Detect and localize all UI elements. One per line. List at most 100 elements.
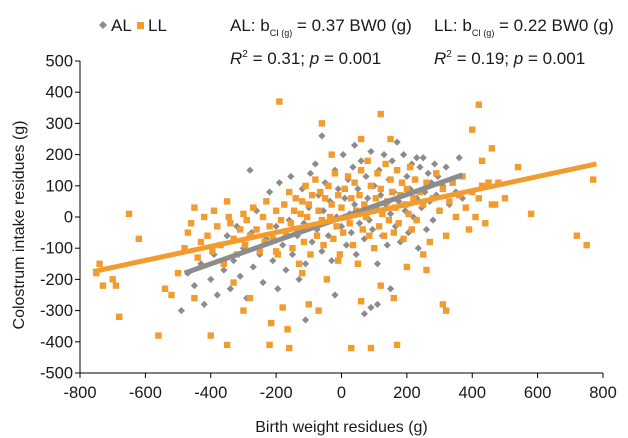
- al-point: [393, 138, 401, 146]
- al-point: [207, 275, 215, 283]
- al-point: [295, 275, 303, 283]
- ll-point: [191, 204, 198, 211]
- y-tick-label: 400: [45, 84, 73, 102]
- al-point: [269, 257, 277, 265]
- ll-point: [403, 185, 411, 193]
- stats-annotations: AL: bCI (g) = 0.37 BW0 (g) R2 = 0.31; p =…: [230, 16, 614, 68]
- al-point: [275, 179, 283, 187]
- ll-point: [335, 257, 342, 264]
- al-point: [282, 266, 290, 274]
- y-tick-label: -100: [40, 240, 73, 258]
- ll-point: [302, 182, 309, 189]
- ll-point: [187, 220, 195, 227]
- ll-point: [295, 260, 303, 267]
- y-tick-label: 500: [45, 53, 73, 71]
- ll-point: [313, 232, 321, 239]
- al-point: [416, 163, 424, 171]
- al-point: [409, 213, 418, 221]
- ll-point: [161, 285, 169, 292]
- ll-point: [354, 260, 362, 267]
- ll-point: [174, 269, 182, 277]
- ll-point: [393, 167, 401, 174]
- ll-point: [356, 191, 363, 199]
- ll-point: [209, 248, 216, 255]
- ll-point: [184, 229, 192, 236]
- ll-point: [220, 260, 228, 267]
- ll-point: [335, 191, 342, 199]
- ll-point: [423, 179, 430, 186]
- legend-ll-marker: [137, 22, 144, 29]
- al-point: [236, 272, 244, 280]
- x-tick-label: -800: [63, 384, 96, 402]
- al-point: [298, 185, 306, 193]
- ll-point: [286, 344, 293, 352]
- ll-point: [420, 251, 427, 258]
- al-point: [421, 188, 429, 196]
- al-r2-p: R2 = 0.31; p = 0.001: [230, 49, 381, 68]
- ll-point: [398, 179, 406, 186]
- ll-points: [93, 98, 597, 352]
- ll-point: [333, 223, 340, 230]
- ll-point: [482, 220, 489, 227]
- ll-point: [266, 223, 273, 230]
- ll-point: [475, 101, 482, 108]
- ll-point: [266, 341, 273, 349]
- ll-point: [315, 207, 322, 214]
- al-point: [414, 244, 422, 252]
- ll-point: [372, 195, 380, 202]
- al-point: [429, 216, 437, 224]
- ll-point: [243, 216, 250, 224]
- ll-point: [135, 235, 143, 243]
- ll-point: [253, 226, 260, 233]
- al-point: [306, 169, 315, 177]
- ll-point: [400, 235, 407, 243]
- ll-point: [303, 213, 311, 221]
- legend: AL LL: [99, 16, 167, 35]
- ll-point: [452, 213, 460, 221]
- ll-point: [488, 201, 496, 208]
- al-point: [413, 154, 421, 162]
- al-point: [252, 207, 261, 215]
- ll-point: [420, 201, 427, 208]
- ll-point: [344, 173, 352, 180]
- ll-point: [341, 185, 348, 193]
- ll-point: [357, 167, 365, 174]
- ll-point: [201, 213, 208, 221]
- al-point: [213, 291, 221, 299]
- y-axis-label: Colostrum intake residues (g): [11, 121, 28, 330]
- al-point: [373, 300, 382, 308]
- ll-point: [390, 229, 397, 236]
- x-tick-label: 200: [393, 384, 421, 402]
- x-tick-label: 0: [337, 384, 346, 402]
- al-point: [318, 132, 326, 140]
- al-point: [455, 154, 463, 162]
- ll-point: [469, 126, 476, 133]
- al-point: [279, 241, 287, 249]
- al-point: [331, 291, 339, 299]
- ll-point: [307, 251, 314, 258]
- ll-point: [181, 245, 188, 252]
- ll-point: [207, 332, 214, 339]
- legend-al-label: AL: [111, 16, 132, 35]
- al-point: [339, 151, 347, 159]
- ll-point: [116, 313, 123, 321]
- ll-point: [403, 263, 411, 271]
- al-point: [259, 278, 267, 287]
- al-point: [288, 250, 297, 259]
- ll-point: [491, 201, 499, 208]
- al-point: [311, 160, 319, 168]
- al-point: [319, 207, 328, 215]
- al-equation: AL: bCI (g) = 0.37 BW0 (g): [230, 16, 412, 38]
- ll-point: [367, 182, 375, 189]
- al-point: [350, 141, 359, 149]
- al-point: [223, 232, 231, 240]
- legend-ll-label: LL: [148, 16, 167, 35]
- y-tick-label: -200: [40, 271, 73, 289]
- ll-point: [155, 332, 162, 339]
- ll-point: [442, 307, 450, 314]
- ll-point: [109, 276, 116, 283]
- al-point: [442, 163, 450, 171]
- al-point: [334, 185, 342, 193]
- ll-point: [377, 282, 384, 289]
- ll-point: [268, 319, 275, 327]
